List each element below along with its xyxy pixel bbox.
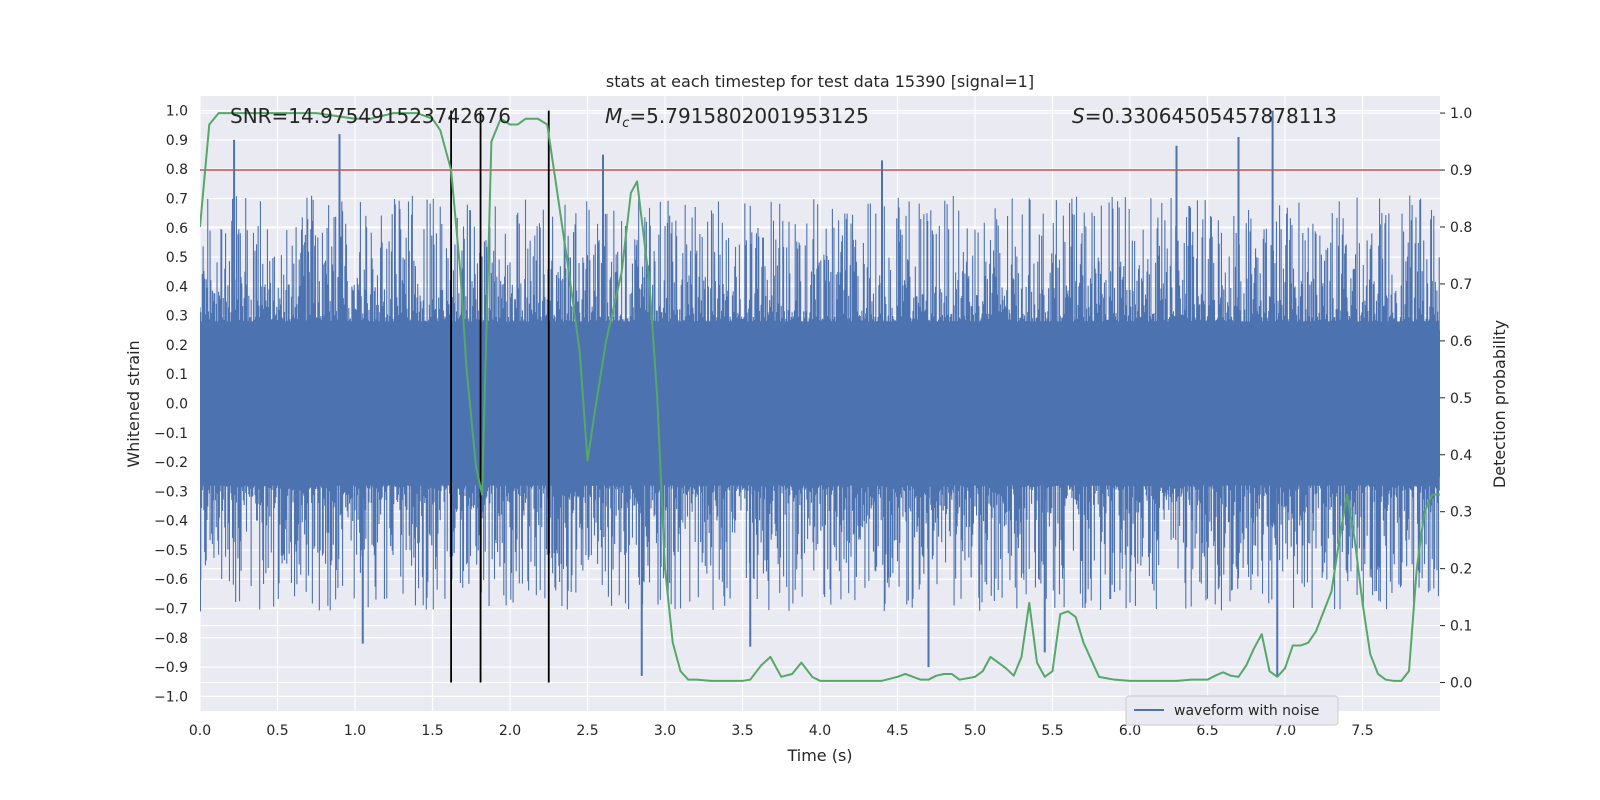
y2-tick-label: 0.1 [1450, 619, 1472, 635]
x-tick-label: 4.0 [809, 723, 831, 739]
right-y-axis-label: Detection probability [1490, 320, 1509, 488]
y-tick-label: 0.9 [166, 133, 188, 149]
y-tick-label: −0.8 [154, 631, 188, 647]
y-tick-label: 0.2 [166, 338, 188, 354]
s-annotation: S=0.33064505457878113 [1072, 104, 1337, 128]
y-tick-label: −0.9 [154, 660, 188, 676]
y2-tick-label: 0.0 [1450, 676, 1472, 692]
y2-tick-label: 0.8 [1450, 220, 1472, 236]
y2-tick-label: 0.7 [1450, 277, 1472, 293]
waveform-series [200, 110, 1440, 676]
y-tick-label: 1.0 [166, 104, 188, 120]
y-tick-label: 0.4 [166, 279, 188, 295]
y-tick-label: 0.7 [166, 192, 188, 208]
y-tick-label: −0.2 [154, 455, 188, 471]
legend-label: waveform with noise [1174, 703, 1319, 719]
x-tick-label: 2.5 [576, 723, 598, 739]
x-tick-label: 1.5 [421, 723, 443, 739]
probability-series [200, 112, 1440, 682]
vertical-markers [450, 110, 550, 683]
y-tick-label: −0.1 [154, 426, 188, 442]
y-tick-label: 0.6 [166, 221, 188, 237]
y2-tick-label: 0.3 [1450, 505, 1472, 521]
x-tick-label: 0.5 [266, 723, 288, 739]
left-y-axis-label: Whitened strain [124, 340, 143, 467]
y-tick-label: 0.0 [166, 397, 188, 413]
right-y-axis-ticks: 0.0 0.1 0.2 0.3 0.4 0.5 0.6 0.7 0.8 0.9 1.0 [1440, 106, 1472, 692]
y-tick-label: −0.3 [154, 484, 188, 500]
probability-line [200, 112, 1440, 682]
x-tick-label: 0.0 [189, 723, 211, 739]
waveform-line [200, 195, 1440, 612]
x-tick-label: 5.5 [1041, 723, 1063, 739]
chirp-mass-symbol: M [605, 104, 622, 128]
y-tick-label: 0.1 [166, 367, 188, 383]
chirp-mass-annotation: Mc=5.7915802001953125 [605, 104, 869, 131]
y2-tick-label: 0.9 [1450, 163, 1472, 179]
waveform-spikes [200, 110, 1279, 676]
left-y-axis-ticks: −1.0 −0.9 −0.8 −0.7 −0.6 −0.5 −0.4 −0.3 −0.2 −0.1… [154, 104, 188, 706]
y2-tick-label: 1.0 [1450, 106, 1472, 122]
x-tick-label: 2.0 [499, 723, 521, 739]
y-tick-label: 0.3 [166, 309, 188, 325]
y2-tick-label: 0.4 [1450, 448, 1472, 464]
x-tick-label: 7.0 [1274, 723, 1296, 739]
legend-box [1125, 695, 1339, 726]
x-tick-label: 4.5 [886, 723, 908, 739]
x-tick-label: 3.0 [654, 723, 676, 739]
x-tick-label: 6.0 [1119, 723, 1141, 739]
y2-tick-label: 0.5 [1450, 391, 1472, 407]
chirp-mass-subscript: c [622, 116, 629, 131]
x-axis-label: Time (s) [786, 746, 852, 765]
y-tick-label: 0.5 [166, 250, 188, 266]
chirp-mass-value: =5.7915802001953125 [629, 104, 868, 128]
s-value: =0.33064505457878113 [1085, 104, 1337, 128]
x-tick-label: 3.5 [731, 723, 753, 739]
y-tick-label: 0.8 [166, 162, 188, 178]
y-tick-label: −0.5 [154, 543, 188, 559]
x-axis-ticks: 0.0 0.5 1.0 1.5 2.0 2.5 3.0 3.5 4.0 4.5 5.0 5.5 6.0 6… [189, 723, 1374, 739]
chart-title: stats at each timestep for test data 153… [606, 72, 1034, 91]
y-tick-label: −0.6 [154, 572, 188, 588]
y-tick-label: −0.7 [154, 602, 188, 618]
y-tick-label: −0.4 [154, 514, 188, 530]
x-tick-label: 7.5 [1351, 723, 1373, 739]
y2-tick-label: 0.2 [1450, 562, 1472, 578]
legend: waveform with noise [1125, 695, 1339, 726]
s-symbol: S [1072, 104, 1085, 128]
snr-annotation: SNR=14.975491523742676 [230, 104, 511, 128]
x-tick-label: 5.0 [964, 723, 986, 739]
y-tick-label: −1.0 [154, 689, 188, 705]
y2-tick-label: 0.6 [1450, 334, 1472, 350]
plot-content [200, 110, 1440, 683]
x-tick-label: 1.0 [344, 723, 366, 739]
x-tick-label: 6.5 [1196, 723, 1218, 739]
